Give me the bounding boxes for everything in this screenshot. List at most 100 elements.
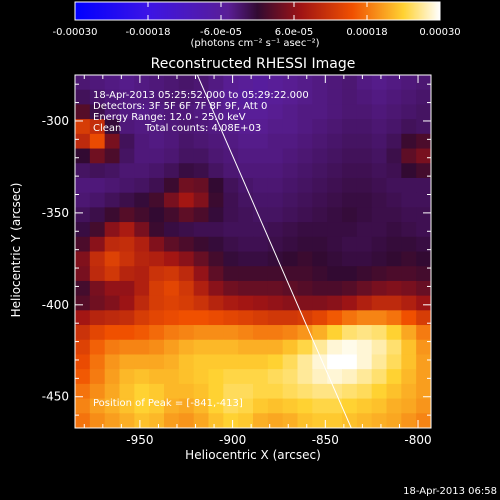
annotation-peak-position: Position of Peak = [-841,-413] xyxy=(93,398,243,409)
heatmap-cell xyxy=(164,119,180,135)
heatmap-cell xyxy=(223,383,239,400)
heatmap-cell xyxy=(312,413,328,428)
heatmap-cell xyxy=(416,413,431,428)
heatmap-cell xyxy=(89,207,106,223)
heatmap-cell xyxy=(416,222,431,238)
heatmap-cell xyxy=(253,251,269,267)
heatmap-cell xyxy=(75,163,91,179)
heatmap-cell xyxy=(89,222,106,238)
y-tick-label: -350 xyxy=(42,206,69,220)
heatmap-cell xyxy=(416,192,431,208)
y-tick-label: -450 xyxy=(42,390,69,404)
heatmap-cell xyxy=(416,383,431,400)
heatmap-cell xyxy=(312,89,328,106)
heatmap-cell xyxy=(297,89,313,106)
heatmap-cell xyxy=(89,177,106,194)
heatmap-cell xyxy=(104,398,121,414)
x-tick-label: -800 xyxy=(404,433,431,447)
heatmap-cell xyxy=(149,89,165,106)
heatmap-cell xyxy=(386,89,402,106)
heatmap-cell xyxy=(342,354,358,370)
heatmap-cell xyxy=(119,266,135,282)
heatmap-cell xyxy=(208,222,224,238)
heatmap-cell xyxy=(164,251,180,267)
heatmap-cell xyxy=(386,104,402,120)
heatmap-cell xyxy=(75,280,91,297)
heatmap-cell xyxy=(89,104,106,120)
heatmap-cell xyxy=(223,280,239,297)
heatmap-cell xyxy=(253,104,269,120)
heatmap-cell xyxy=(149,369,165,385)
heatmap-cell xyxy=(386,251,402,267)
heatmap-cell xyxy=(342,266,358,282)
heatmap-cell xyxy=(342,163,358,179)
heatmap-cell xyxy=(238,251,254,267)
heatmap-cell xyxy=(312,75,328,91)
heatmap-cell xyxy=(178,133,195,150)
heatmap-cell xyxy=(75,369,91,385)
heatmap-cell xyxy=(238,398,254,414)
heatmap-cell xyxy=(253,383,269,400)
heatmap-cell xyxy=(208,310,224,326)
heatmap-cell xyxy=(164,354,180,370)
heatmap-cell xyxy=(371,325,388,341)
colorbar-frame xyxy=(74,1,441,21)
heatmap-cell xyxy=(75,133,91,150)
plot-area xyxy=(74,74,432,429)
heatmap-cell xyxy=(371,354,388,370)
heatmap-cell xyxy=(75,325,91,341)
heatmap-cell xyxy=(386,133,402,150)
heatmap-cell xyxy=(282,222,299,238)
heatmap-cell xyxy=(134,163,150,179)
heatmap-cell xyxy=(89,325,106,341)
colorbar-ticks xyxy=(74,2,441,20)
heatmap-cell xyxy=(238,75,254,91)
heatmap-cell xyxy=(282,207,299,223)
heatmap-cell xyxy=(238,369,254,385)
heatmap-cell xyxy=(312,133,328,150)
heatmap-cell xyxy=(386,383,402,400)
heatmap-cell xyxy=(267,310,284,326)
chart-title: Reconstructed RHESSI Image xyxy=(151,56,356,72)
heatmap-cell xyxy=(401,251,417,267)
heatmap-cell xyxy=(253,310,269,326)
heatmap-cell xyxy=(267,75,284,91)
heatmap-cell xyxy=(119,148,135,164)
heatmap-cell xyxy=(267,295,284,311)
heatmap-cell xyxy=(134,280,150,297)
heatmap-cell xyxy=(386,148,402,164)
heatmap-cell xyxy=(149,75,165,91)
heatmap-cell xyxy=(178,119,195,135)
heatmap-cell xyxy=(238,310,254,326)
heatmap-cell xyxy=(253,119,269,135)
heatmap-cell xyxy=(119,325,135,341)
heatmap-cell xyxy=(297,236,313,253)
heatmap-cell xyxy=(386,163,402,179)
heatmap-cell xyxy=(253,133,269,150)
heatmap-cell xyxy=(104,339,121,356)
heatmap-cell xyxy=(208,325,224,341)
heatmap-cell xyxy=(401,310,417,326)
heatmap-cell xyxy=(312,104,328,120)
heatmap-cell xyxy=(119,295,135,311)
heatmap-cell xyxy=(356,354,373,370)
heatmap-cell xyxy=(178,354,195,370)
heatmap-cell xyxy=(178,383,195,400)
heatmap-cell xyxy=(119,177,135,194)
plot-frame xyxy=(74,74,432,429)
y-axis-tick-labels: -450 -400 -350 -300 xyxy=(42,114,69,404)
heatmap-cell xyxy=(193,266,210,282)
heatmap-cell xyxy=(371,295,388,311)
heatmap-cell xyxy=(223,354,239,370)
heatmap-cell xyxy=(356,413,373,428)
heatmap-cell xyxy=(164,89,180,106)
heatmap-cell xyxy=(401,133,417,150)
heatmap-cell xyxy=(149,192,165,208)
heatmap-cell xyxy=(282,177,299,194)
heatmap-cell xyxy=(297,192,313,208)
solar-limb-line xyxy=(196,75,352,428)
heatmap-cell xyxy=(416,280,431,297)
heatmap-cell xyxy=(119,383,135,400)
heatmap-cell xyxy=(208,354,224,370)
heatmap-cell xyxy=(267,192,284,208)
